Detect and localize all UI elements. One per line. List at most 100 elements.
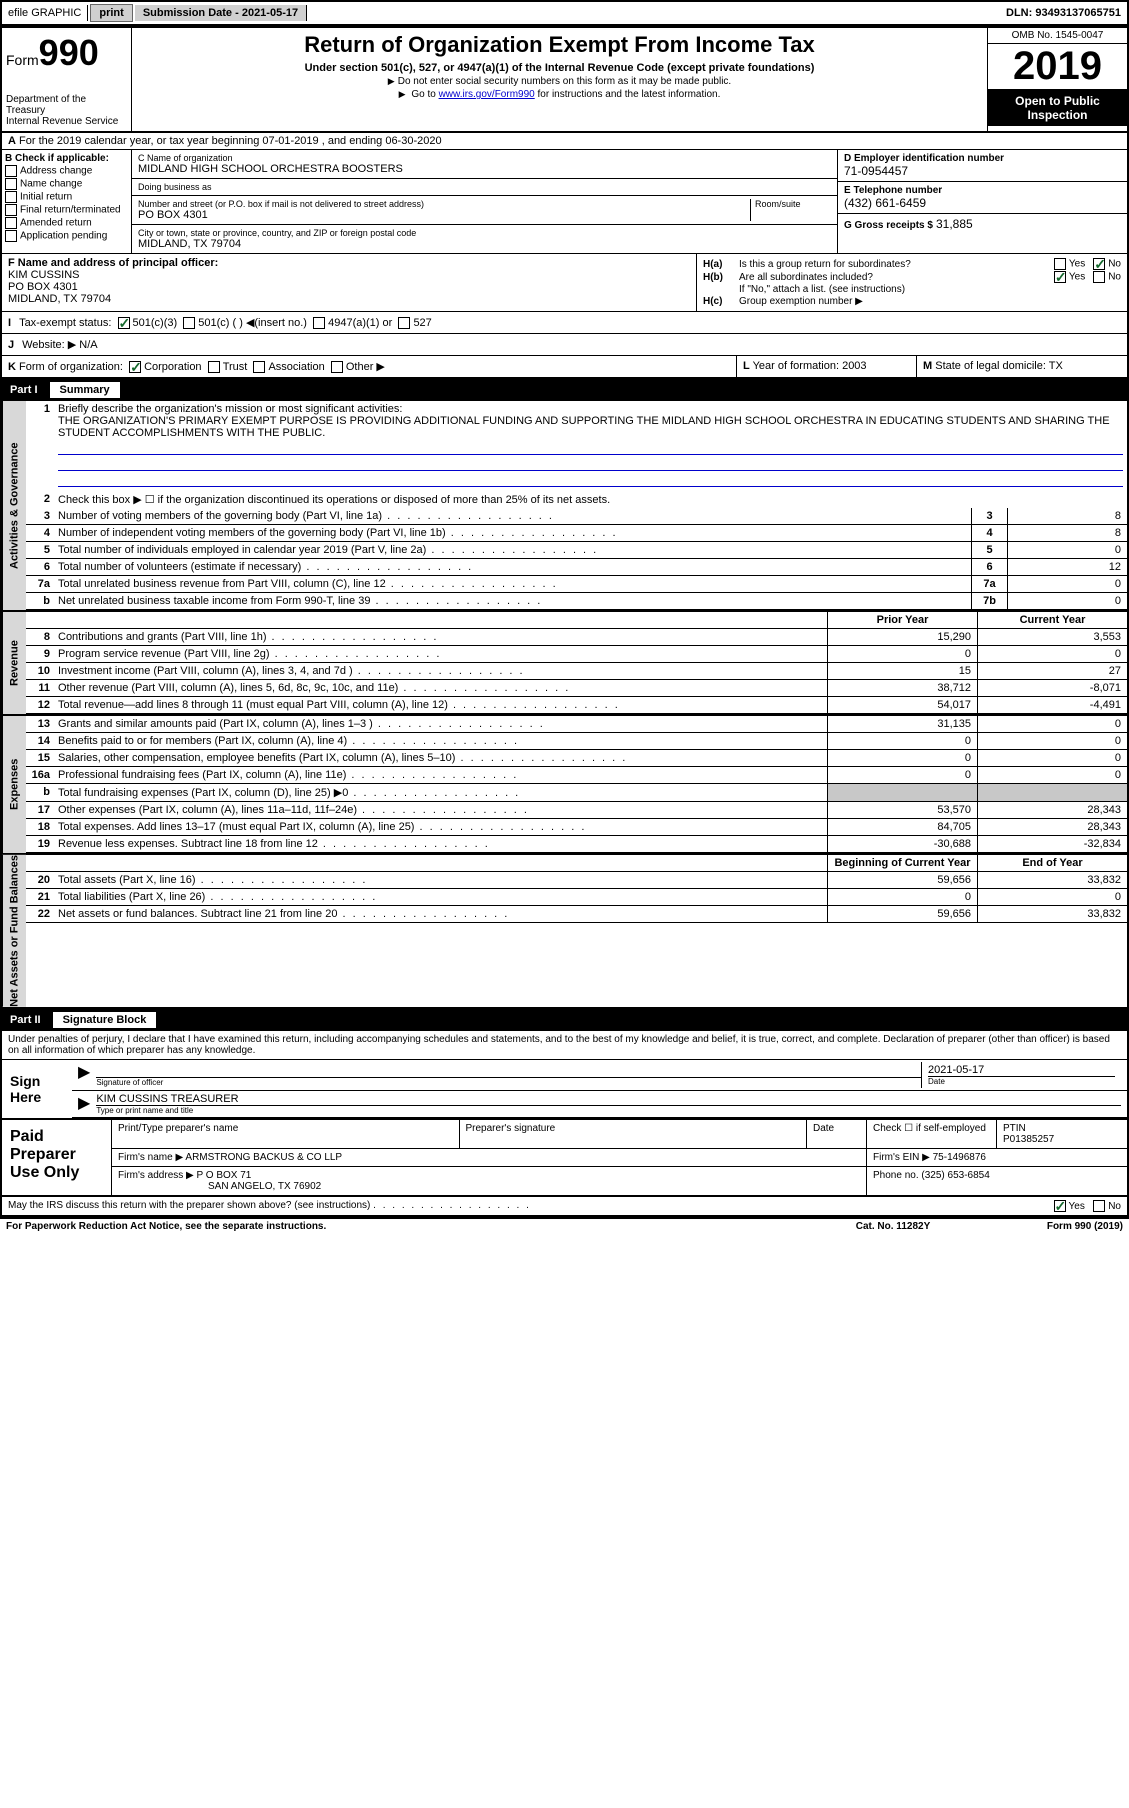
discuss-row: May the IRS discuss this return with the… bbox=[2, 1197, 1127, 1217]
block-bcd: B Check if applicable: Address change Na… bbox=[2, 150, 1127, 254]
chk-501c3[interactable]: 501(c)(3) bbox=[118, 317, 178, 329]
row-l-year: L Year of formation: 2003 bbox=[737, 356, 917, 377]
firm-ein: 75-1496876 bbox=[933, 1152, 986, 1163]
chk-amended-return[interactable]: Amended return bbox=[5, 217, 128, 229]
chk-501c[interactable]: 501(c) ( ) ◀(insert no.) bbox=[183, 316, 307, 329]
ptin-value: P01385257 bbox=[1003, 1134, 1054, 1145]
form-subtitle: Under section 501(c), 527, or 4947(a)(1)… bbox=[140, 62, 979, 74]
discuss-no[interactable]: No bbox=[1093, 1201, 1121, 1212]
section-net-assets: Net Assets or Fund Balances Beginning of… bbox=[2, 855, 1127, 1009]
firm-city: SAN ANGELO, TX 76902 bbox=[208, 1181, 321, 1192]
instructions-note: Go to www.irs.gov/Form990 for instructio… bbox=[140, 89, 979, 100]
sign-here-label: Sign Here bbox=[2, 1060, 72, 1118]
chk-name-change[interactable]: Name change bbox=[5, 178, 128, 190]
summary-row: 12Total revenue—add lines 8 through 11 (… bbox=[26, 697, 1127, 714]
summary-row: bNet unrelated business taxable income f… bbox=[26, 593, 1127, 610]
row-k-form-org: K Form of organization: Corporation Trus… bbox=[2, 356, 737, 377]
section-activities-governance: Activities & Governance 1 Briefly descri… bbox=[2, 401, 1127, 612]
paid-preparer-block: Paid Preparer Use Only Print/Type prepar… bbox=[2, 1120, 1127, 1197]
side-rev: Revenue bbox=[2, 612, 26, 714]
efile-label: efile GRAPHIC bbox=[2, 5, 88, 21]
submission-date: Submission Date - 2021-05-17 bbox=[135, 5, 307, 21]
sig-officer-label: Signature of officer bbox=[96, 1078, 921, 1087]
hb-yes[interactable]: Yes bbox=[1054, 271, 1085, 283]
block-fh: F Name and address of principal officer:… bbox=[2, 254, 1127, 312]
officer-addr2: MIDLAND, TX 79704 bbox=[8, 293, 111, 305]
prep-date-label: Date bbox=[807, 1120, 867, 1148]
col-d-ein-tel: D Employer identification number 71-0954… bbox=[837, 150, 1127, 253]
firm-addr: P O BOX 71 bbox=[197, 1170, 252, 1181]
boy-hdr: Beginning of Current Year bbox=[827, 855, 977, 871]
irs-link[interactable]: www.irs.gov/Form990 bbox=[439, 89, 535, 100]
ptin-label: PTIN bbox=[1003, 1123, 1026, 1134]
summary-row: 13Grants and similar amounts paid (Part … bbox=[26, 716, 1127, 733]
summary-row: 18Total expenses. Add lines 13–17 (must … bbox=[26, 819, 1127, 836]
tel-label: E Telephone number bbox=[844, 185, 1121, 196]
header-left: Form990 Department of the Treasury Inter… bbox=[2, 28, 132, 131]
print-button[interactable]: print bbox=[90, 4, 132, 22]
side-na: Net Assets or Fund Balances bbox=[2, 855, 26, 1007]
chk-corporation[interactable]: Corporation bbox=[129, 361, 201, 373]
chk-trust[interactable]: Trust bbox=[208, 361, 248, 373]
dba-label: Doing business as bbox=[138, 182, 831, 192]
street-label: Number and street (or P.O. box if mail i… bbox=[138, 199, 744, 209]
website-value: N/A bbox=[79, 339, 97, 351]
firm-ein-label: Firm's EIN ▶ bbox=[873, 1152, 930, 1163]
line1-label: Briefly describe the organization's miss… bbox=[58, 403, 402, 415]
summary-row: 17Other expenses (Part IX, column (A), l… bbox=[26, 802, 1127, 819]
summary-row: 14Benefits paid to or for members (Part … bbox=[26, 733, 1127, 750]
firm-phone-label: Phone no. bbox=[873, 1170, 919, 1181]
sig-date-label: Date bbox=[928, 1077, 1115, 1086]
dln-label: DLN: 93493137065751 bbox=[1000, 5, 1127, 21]
ein-value: 71-0954457 bbox=[844, 164, 1121, 178]
sig-arrow-icon-2: ▶ bbox=[78, 1093, 90, 1115]
ssn-note: Do not enter social security numbers on … bbox=[140, 76, 979, 87]
section-expenses: Expenses 13Grants and similar amounts pa… bbox=[2, 716, 1127, 855]
row-m-state: M State of legal domicile: TX bbox=[917, 356, 1127, 377]
row-klm: K Form of organization: Corporation Trus… bbox=[2, 356, 1127, 379]
summary-row: 6Total number of volunteers (estimate if… bbox=[26, 559, 1127, 576]
chk-final-return[interactable]: Final return/terminated bbox=[5, 204, 128, 216]
chk-initial-return[interactable]: Initial return bbox=[5, 191, 128, 203]
col-c-org-info: C Name of organization MIDLAND HIGH SCHO… bbox=[132, 150, 837, 253]
chk-other[interactable]: Other ▶ bbox=[331, 361, 385, 373]
chk-association[interactable]: Association bbox=[253, 361, 324, 373]
section-revenue: Revenue Prior Year Current Year 8Contrib… bbox=[2, 612, 1127, 716]
cat-no: Cat. No. 11282Y bbox=[823, 1221, 963, 1232]
form-header: Form990 Department of the Treasury Inter… bbox=[2, 28, 1127, 133]
summary-row: 22Net assets or fund balances. Subtract … bbox=[26, 906, 1127, 923]
prep-sig-label: Preparer's signature bbox=[460, 1120, 808, 1148]
officer-addr1: PO BOX 4301 bbox=[8, 281, 78, 293]
chk-527[interactable]: 527 bbox=[398, 317, 431, 329]
department-label: Department of the Treasury Internal Reve… bbox=[6, 94, 127, 127]
omb-number: OMB No. 1545-0047 bbox=[988, 28, 1127, 44]
prep-self-employed[interactable]: Check ☐ if self-employed bbox=[867, 1120, 997, 1148]
gross-label: G Gross receipts $ bbox=[844, 220, 933, 231]
summary-row: 11Other revenue (Part VIII, column (A), … bbox=[26, 680, 1127, 697]
street-value: PO BOX 4301 bbox=[138, 209, 744, 221]
chk-application-pending[interactable]: Application pending bbox=[5, 230, 128, 242]
row-i-tax-status: I Tax-exempt status: 501(c)(3) 501(c) ( … bbox=[2, 312, 1127, 334]
summary-row: 9Program service revenue (Part VIII, lin… bbox=[26, 646, 1127, 663]
form-title: Return of Organization Exempt From Incom… bbox=[140, 32, 979, 58]
top-bar: efile GRAPHIC print Submission Date - 20… bbox=[0, 0, 1129, 26]
firm-name: ARMSTRONG BACKUS & CO LLP bbox=[185, 1152, 342, 1163]
row-a-tax-year: A For the 2019 calendar year, or tax yea… bbox=[2, 133, 1127, 150]
signature-block: Under penalties of perjury, I declare th… bbox=[2, 1031, 1127, 1120]
tel-value: (432) 661-6459 bbox=[844, 196, 1121, 210]
sig-intro: Under penalties of perjury, I declare th… bbox=[2, 1031, 1127, 1059]
chk-4947[interactable]: 4947(a)(1) or bbox=[313, 317, 392, 329]
ein-label: D Employer identification number bbox=[844, 153, 1121, 164]
chk-address-change[interactable]: Address change bbox=[5, 165, 128, 177]
summary-row: bTotal fundraising expenses (Part IX, co… bbox=[26, 784, 1127, 802]
open-public-label: Open to Public Inspection bbox=[988, 90, 1127, 126]
sig-name-title: KIM CUSSINS TREASURER bbox=[96, 1093, 1121, 1106]
discuss-yes[interactable]: Yes bbox=[1054, 1201, 1085, 1212]
summary-row: 15Salaries, other compensation, employee… bbox=[26, 750, 1127, 767]
gross-value: 31,885 bbox=[936, 217, 973, 231]
part1-header: Part I Summary bbox=[2, 379, 1127, 401]
eoy-hdr: End of Year bbox=[977, 855, 1127, 871]
firm-addr-label: Firm's address ▶ bbox=[118, 1170, 194, 1181]
hb-no[interactable]: No bbox=[1093, 271, 1121, 283]
ha-no[interactable]: No bbox=[1093, 258, 1121, 270]
